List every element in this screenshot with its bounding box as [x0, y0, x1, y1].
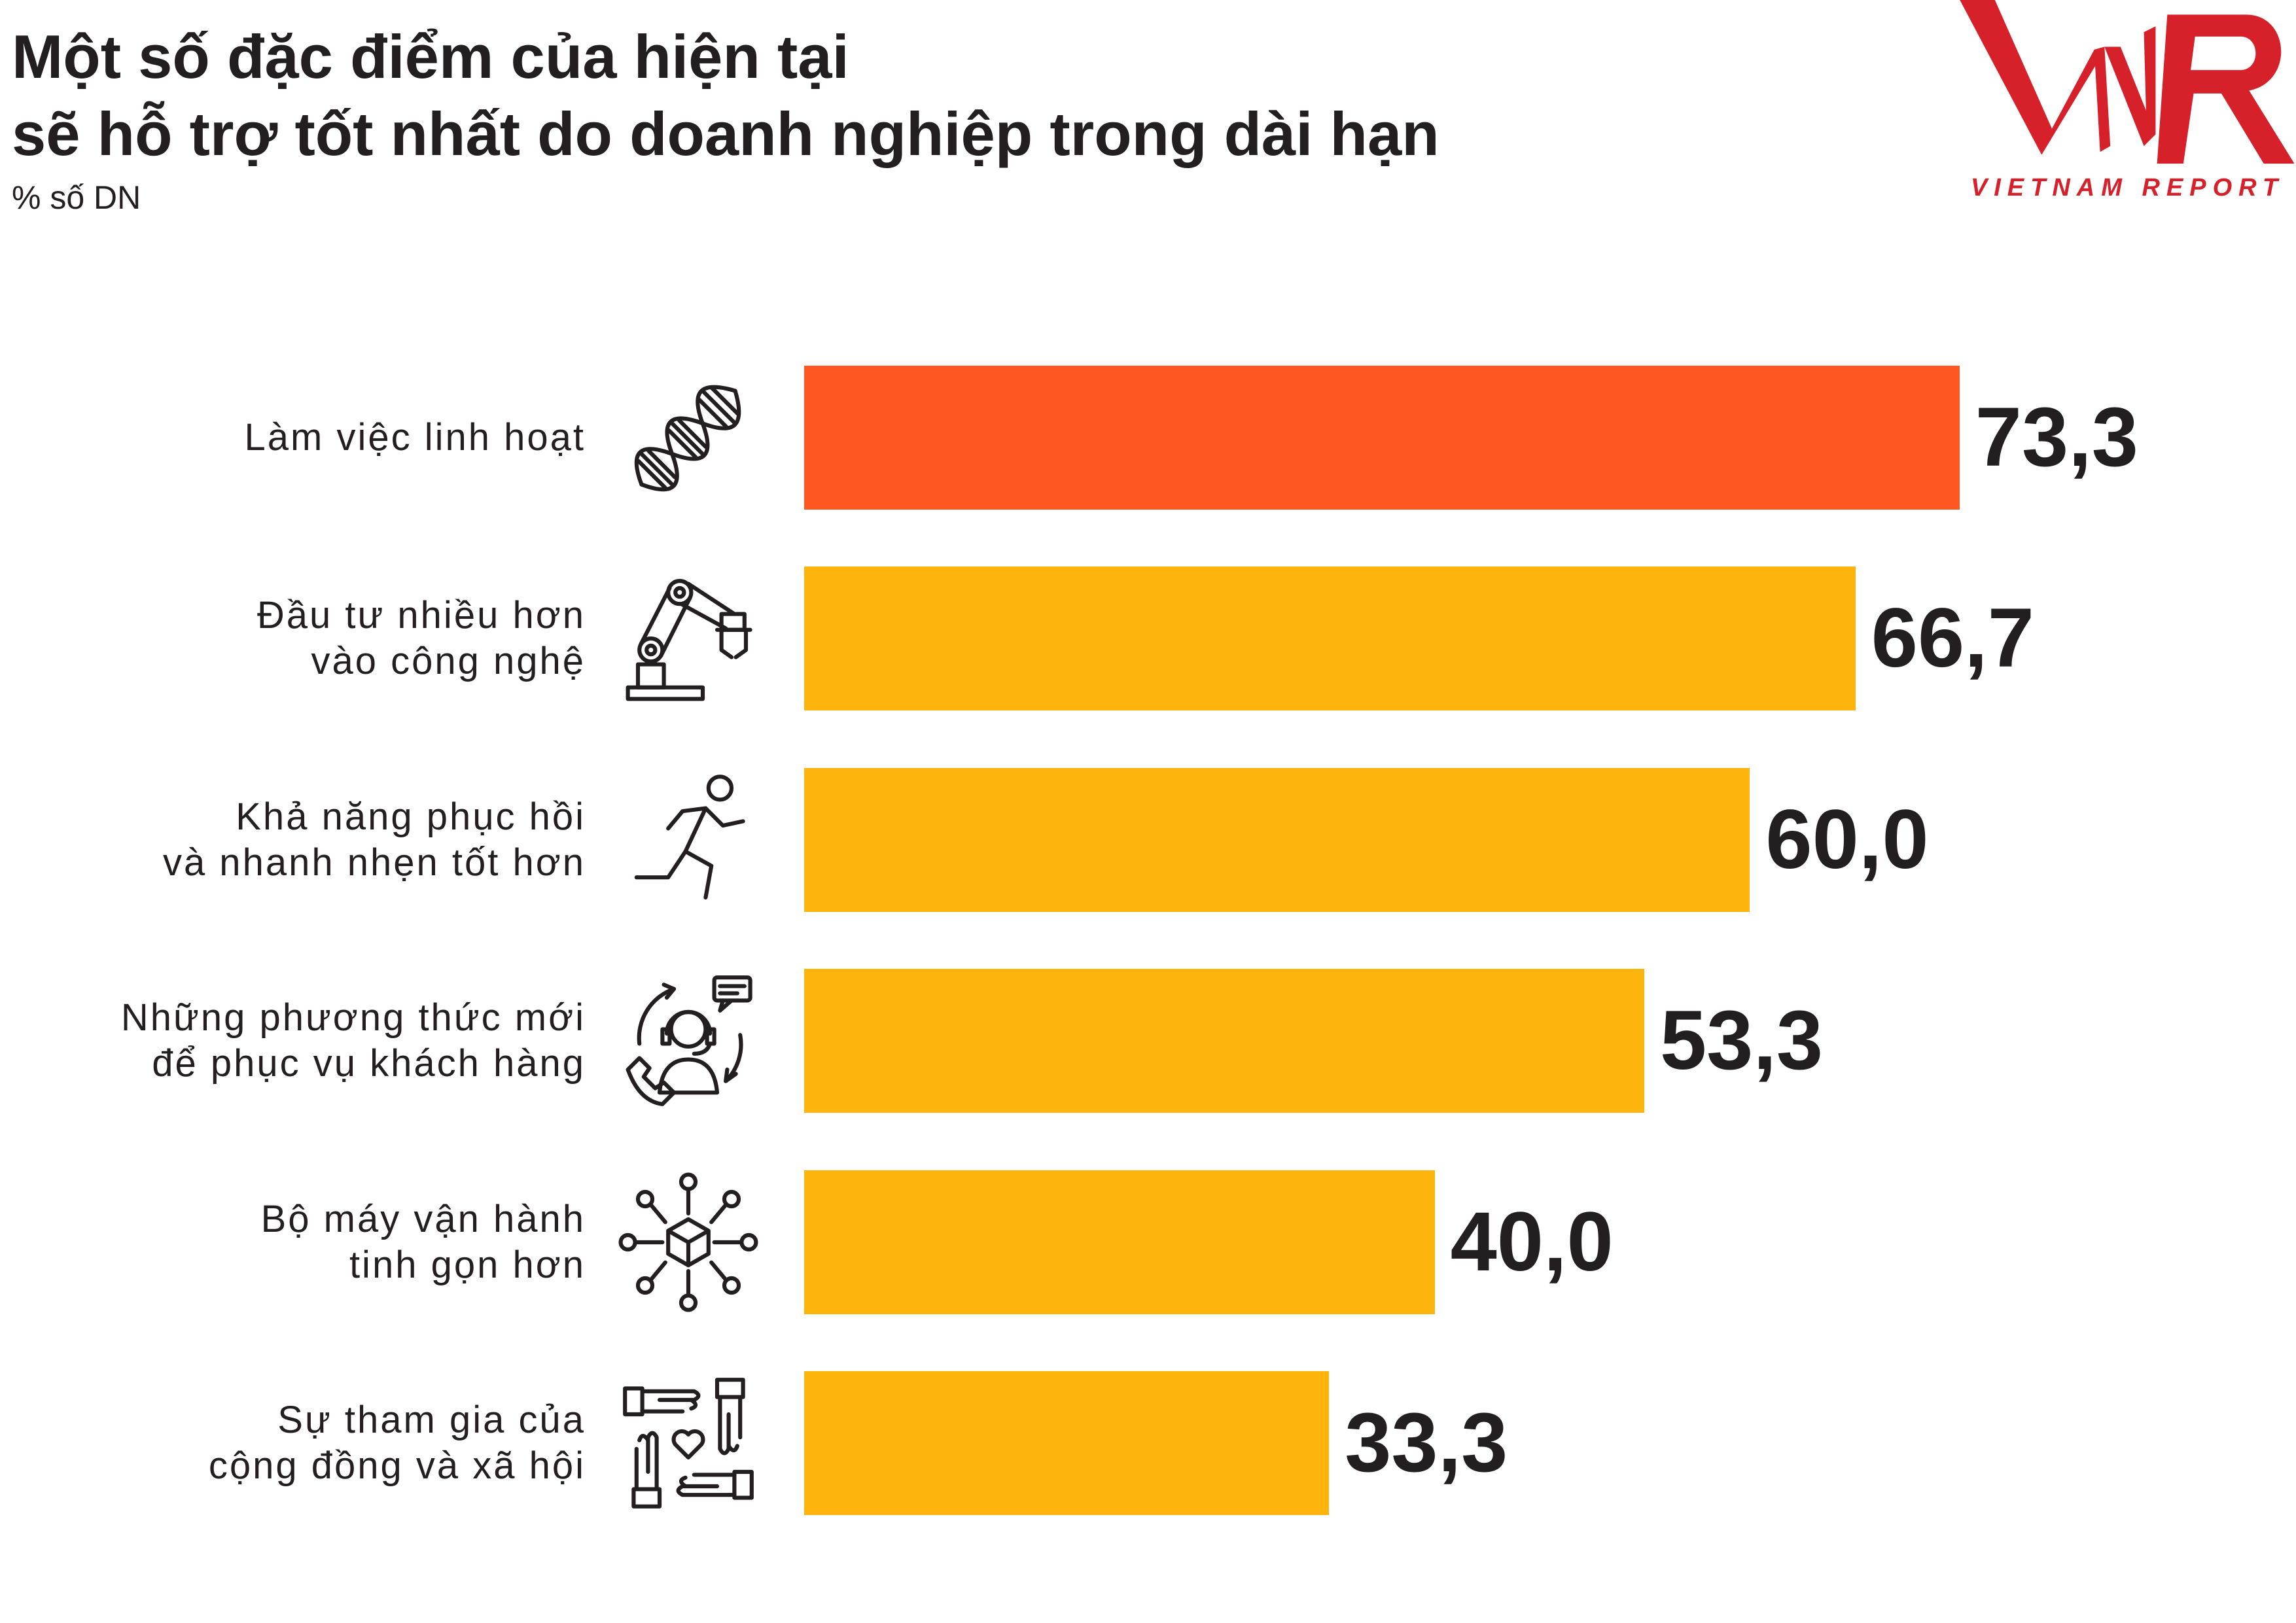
- robot-arm-icon: [616, 567, 760, 710]
- bar: [804, 567, 1856, 711]
- chart-row: Khả năng phục hồi và nhanh nhẹn tốt hơn …: [0, 767, 2296, 912]
- value-label: 60,0: [1765, 792, 1929, 886]
- value-label: 66,7: [1871, 591, 2034, 686]
- category-label: Những phương thức mới để phục vụ khách h…: [120, 996, 586, 1085]
- category-label: Đầu tư nhiều hơn vào công nghệ: [256, 594, 586, 683]
- category-label: Làm việc linh hoạt: [244, 416, 586, 459]
- chart-row: Đầu tư nhiều hơn vào công nghệ 66,7: [0, 567, 2296, 711]
- chart-row: Làm việc linh hoạt 73,3: [0, 366, 2296, 510]
- category-label: Bộ máy vận hành tinh gọn hơn: [260, 1197, 586, 1286]
- vietnam-report-logo: VIETNAM REPORT: [1960, 0, 2296, 205]
- vnr-logo-mark: [1960, 0, 2295, 164]
- bar: [804, 1371, 1330, 1515]
- chart-row: Sự tham gia của cộng đồng và xã hội 33,3: [0, 1371, 2296, 1515]
- dna-icon: [616, 366, 760, 510]
- customer-service-icon: [616, 969, 760, 1113]
- running-person-icon: [616, 768, 760, 912]
- hands-heart-icon: [616, 1371, 760, 1515]
- category-label-box: Sự tham gia của cộng đồng và xã hội: [0, 1371, 586, 1515]
- value-label: 53,3: [1659, 994, 1824, 1088]
- logo-tagline: VIETNAM REPORT: [1970, 174, 2285, 201]
- chart-title-line-2: sẽ hỗ trợ tốt nhất do doanh nghiệp trong…: [12, 99, 1439, 168]
- category-label-box: Đầu tư nhiều hơn vào công nghệ: [0, 567, 586, 710]
- category-label-box: Bộ máy vận hành tinh gọn hơn: [0, 1170, 586, 1314]
- chart-row: Bộ máy vận hành tinh gọn hơn 40,0: [0, 1170, 2296, 1314]
- value-label: 40,0: [1450, 1195, 1614, 1289]
- bar: [804, 969, 1644, 1113]
- bar: [804, 767, 1750, 912]
- category-label: Khả năng phục hồi và nhanh nhẹn tốt hơn: [162, 795, 586, 884]
- category-label: Sự tham gia của cộng đồng và xã hội: [208, 1399, 586, 1487]
- chart-title: Một số đặc điểm của hiện tại sẽ hỗ trợ t…: [12, 18, 1439, 173]
- value-label: 33,3: [1345, 1396, 1508, 1490]
- category-label-box: Những phương thức mới để phục vụ khách h…: [0, 969, 586, 1113]
- bar: [804, 366, 1960, 510]
- category-label-box: Khả năng phục hồi và nhanh nhẹn tốt hơn: [0, 768, 586, 912]
- category-label-box: Làm việc linh hoạt: [0, 366, 586, 510]
- chart-row: Những phương thức mới để phục vụ khách h…: [0, 969, 2296, 1113]
- chart-title-line-1: Một số đặc điểm của hiện tại: [12, 22, 849, 91]
- value-label: 73,3: [1975, 391, 2138, 484]
- network-cube-icon: [616, 1170, 760, 1314]
- chart-subtitle: % số DN: [12, 179, 141, 216]
- bar: [804, 1170, 1435, 1314]
